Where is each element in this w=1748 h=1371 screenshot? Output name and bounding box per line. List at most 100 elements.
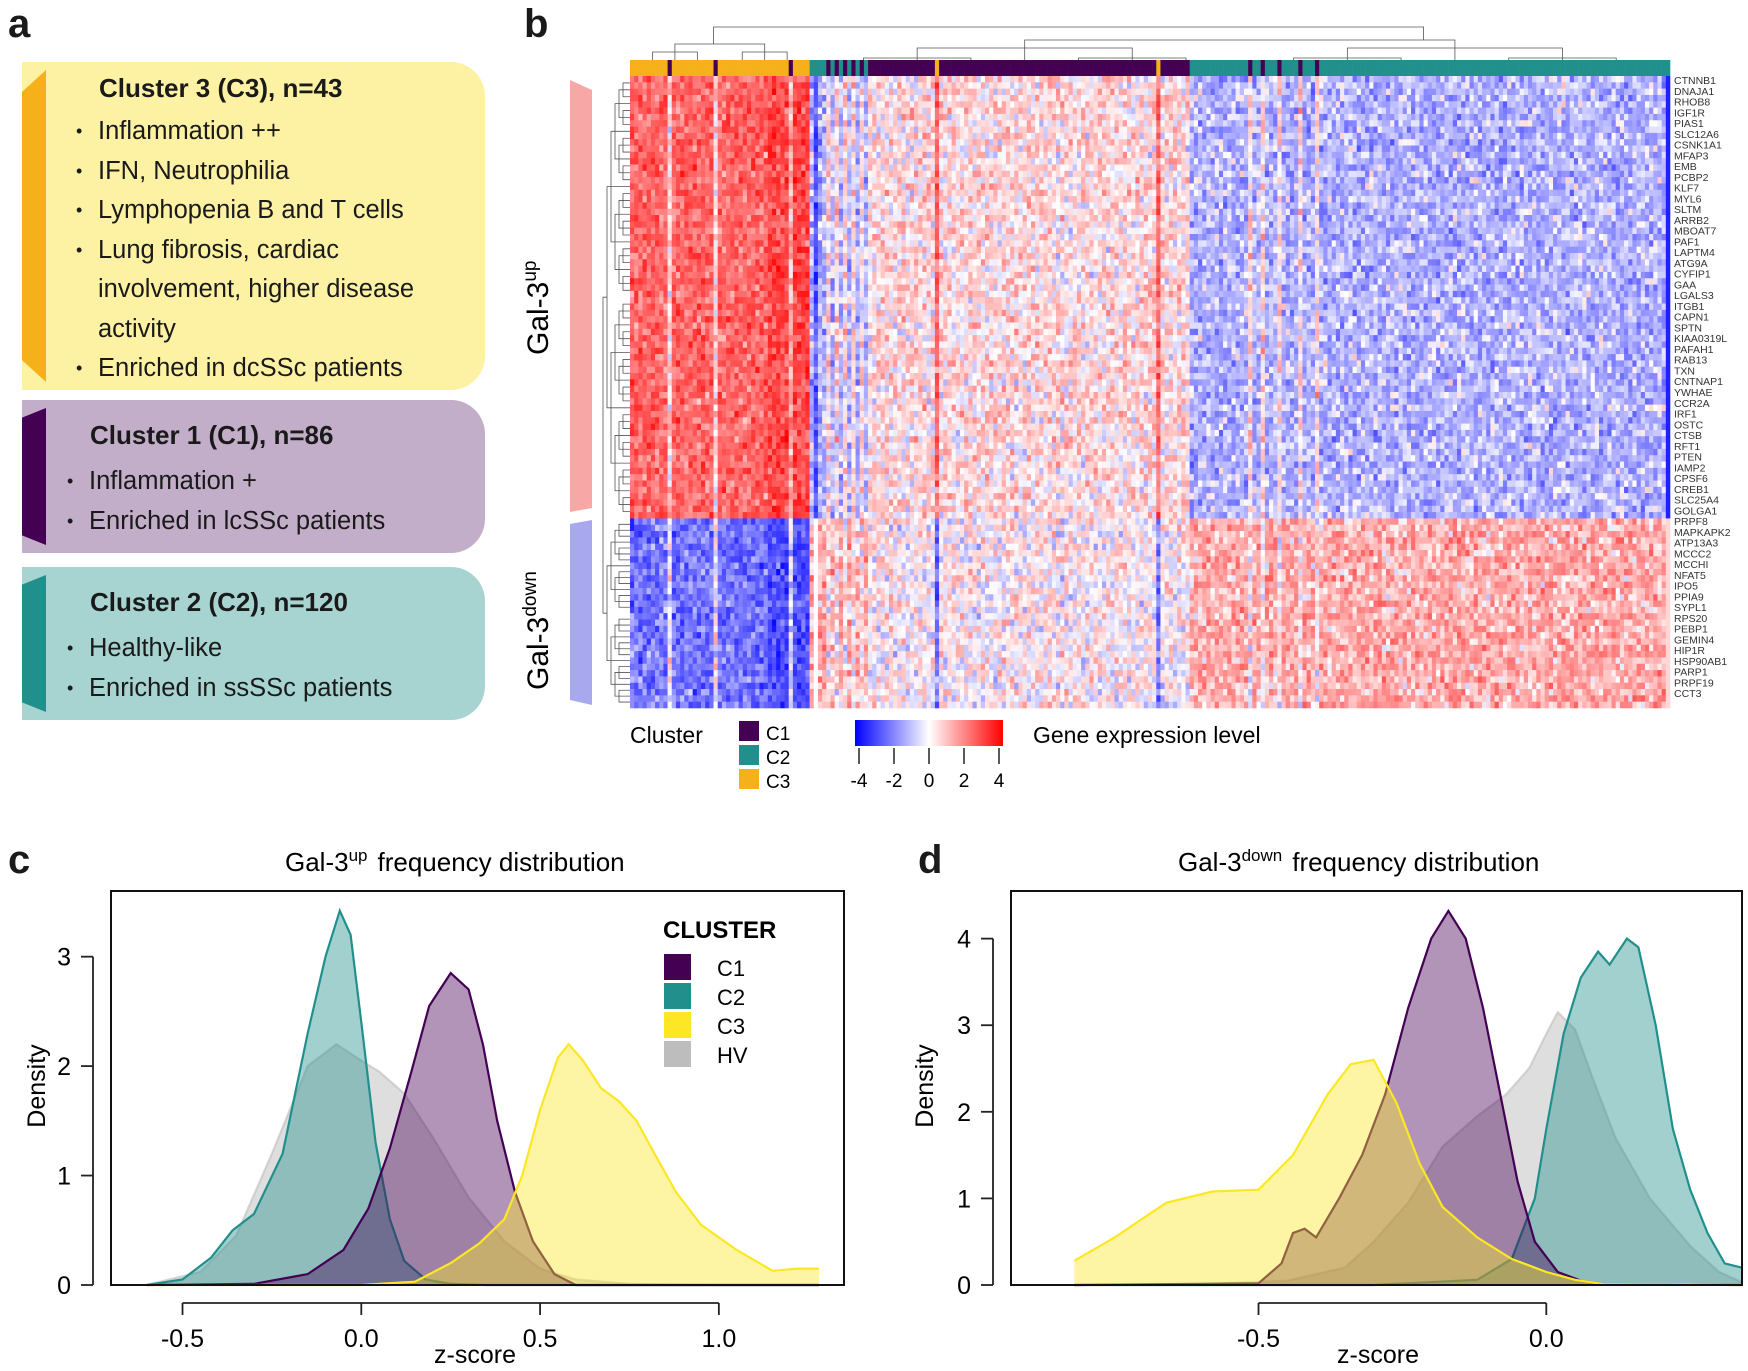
heatmap-cell <box>801 607 805 614</box>
heatmap-cell <box>814 632 818 639</box>
heatmap-cell <box>764 171 768 178</box>
heatmap-cell <box>705 468 709 475</box>
heatmap-cell <box>726 152 730 159</box>
heatmap-cell <box>705 285 709 292</box>
heatmap-cell <box>768 108 772 115</box>
heatmap-cell <box>718 278 722 285</box>
heatmap-cell <box>822 196 826 203</box>
heatmap-cell <box>768 341 772 348</box>
heatmap-cell <box>659 689 663 696</box>
strip-cell-c1 <box>1160 60 1164 76</box>
heatmap-cell <box>793 620 797 627</box>
heatmap-cell <box>668 607 672 614</box>
heatmap-cell <box>785 525 789 532</box>
heatmap-cell <box>776 240 780 247</box>
heatmap-cell <box>776 304 780 311</box>
heatmap-cell <box>643 82 647 89</box>
heatmap-cell <box>672 474 676 481</box>
heatmap-cell <box>772 316 776 323</box>
heatmap-cell <box>797 272 801 279</box>
heatmap-cell <box>643 455 647 462</box>
heatmap-cell <box>655 247 659 254</box>
heatmap-cell <box>768 360 772 367</box>
heatmap-cell <box>672 632 676 639</box>
heatmap-cell <box>810 430 814 437</box>
heatmap-cell <box>688 398 692 405</box>
heatmap-cell <box>693 525 697 532</box>
heatmap-cell <box>764 638 768 645</box>
heatmap-cell <box>693 95 697 102</box>
heatmap-cell <box>772 575 776 582</box>
heatmap-cell <box>789 76 793 83</box>
heatmap-cells <box>630 76 1670 708</box>
heatmap-cell <box>651 525 655 532</box>
heatmap-cell <box>780 266 784 273</box>
heatmap-cell <box>759 588 763 595</box>
heatmap-cell <box>764 474 768 481</box>
heatmap-cell <box>768 152 772 159</box>
heatmap-cell <box>663 613 667 620</box>
heatmap-cell <box>647 202 651 209</box>
heatmap-cell <box>768 512 772 519</box>
heatmap-cell <box>647 512 651 519</box>
heatmap-cell <box>764 158 768 165</box>
heatmap-cell <box>701 177 705 184</box>
heatmap-cell <box>768 569 772 576</box>
heatmap-cell <box>759 158 763 165</box>
heatmap-cell <box>759 613 763 620</box>
heatmap-cell <box>730 518 734 525</box>
heatmap-cell <box>726 146 730 153</box>
heatmap-cell <box>759 474 763 481</box>
heatmap-cell <box>709 114 713 121</box>
strip-cell-c3 <box>776 60 780 76</box>
heatmap-cell <box>776 664 780 671</box>
heatmap-cell <box>805 272 809 279</box>
heatmap-cell <box>810 114 814 121</box>
heatmap-cell <box>655 354 659 361</box>
heatmap-cell <box>734 228 738 235</box>
heatmap-cell <box>634 266 638 273</box>
heatmap-cell <box>709 601 713 608</box>
strip-cell-c2 <box>1206 60 1210 76</box>
heatmap-cell <box>684 247 688 254</box>
heatmap-cell <box>780 702 784 709</box>
heatmap-cell <box>634 341 638 348</box>
heatmap-cell <box>718 550 722 557</box>
heatmap-cell <box>643 632 647 639</box>
heatmap-cell <box>705 405 709 412</box>
heatmap-cell <box>693 411 697 418</box>
heatmap-cell <box>772 329 776 336</box>
heatmap-cell <box>630 405 634 412</box>
heatmap-cell <box>718 196 722 203</box>
heatmap-cell <box>655 588 659 595</box>
heatmap-cell <box>726 386 730 393</box>
heatmap-cell <box>751 120 755 127</box>
heatmap-cell <box>693 620 697 627</box>
heatmap-cell <box>638 550 642 557</box>
heatmap-cell <box>755 531 759 538</box>
heatmap-cell <box>705 310 709 317</box>
heatmap-cell <box>705 392 709 399</box>
heatmap-cell <box>739 247 743 254</box>
heatmap-cell <box>655 651 659 658</box>
heatmap-cell <box>764 430 768 437</box>
heatmap-cell <box>776 544 780 551</box>
heatmap-cell <box>755 259 759 266</box>
heatmap-cell <box>810 120 814 127</box>
heatmap-cell <box>726 676 730 683</box>
strip-cell-c2 <box>1340 60 1344 76</box>
heatmap-cell <box>630 297 634 304</box>
heatmap-cell <box>684 436 688 443</box>
heatmap-cell <box>668 354 672 361</box>
heatmap-cell <box>805 247 809 254</box>
heatmap-cell <box>688 240 692 247</box>
heatmap-cell <box>701 183 705 190</box>
heatmap-cell <box>638 259 642 266</box>
heatmap-cell <box>659 544 663 551</box>
heatmap-cell <box>663 537 667 544</box>
heatmap-cell <box>705 82 709 89</box>
heatmap-cell <box>722 367 726 374</box>
heatmap-cell <box>747 436 751 443</box>
heatmap-cell <box>785 341 789 348</box>
heatmap-cell <box>755 285 759 292</box>
